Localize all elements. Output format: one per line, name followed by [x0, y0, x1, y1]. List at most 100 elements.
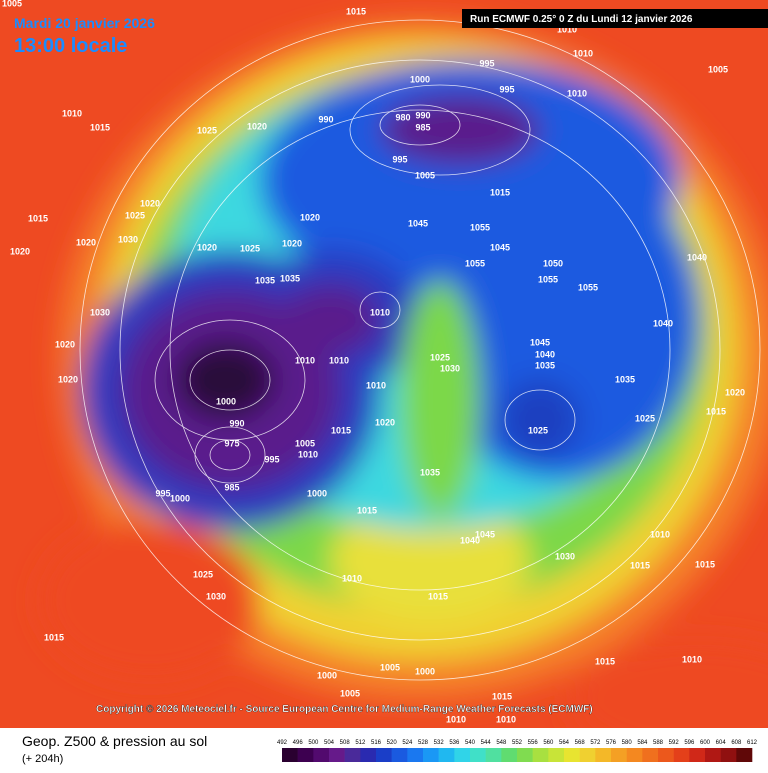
pressure-label: 1015 — [44, 632, 64, 642]
color-swatch — [532, 748, 549, 762]
pressure-label: 1000 — [307, 488, 327, 498]
pressure-label: 990 — [415, 110, 430, 120]
pressure-label: 1030 — [206, 591, 226, 601]
color-swatch — [517, 748, 533, 762]
legend-level: 568 — [575, 740, 586, 746]
pressure-label: 1010 — [295, 355, 315, 365]
pressure-label: 1055 — [578, 282, 598, 292]
legend-level: 528 — [418, 740, 429, 746]
copyright: Copyright © 2026 Meteociel.fr - Source E… — [96, 704, 593, 715]
color-swatch — [344, 748, 361, 762]
color-swatch — [360, 748, 377, 762]
pressure-label: 1000 — [415, 666, 435, 676]
color-swatch — [673, 748, 690, 762]
pressure-label: 1020 — [55, 339, 75, 349]
color-swatch — [329, 748, 345, 762]
color-swatch — [376, 748, 392, 762]
pressure-label: 1010 — [650, 529, 670, 539]
pressure-label: 985 — [224, 482, 239, 492]
pressure-label: 1020 — [725, 387, 745, 397]
legend-level: 560 — [543, 740, 554, 746]
pressure-label: 1015 — [28, 213, 48, 223]
pressure-label: 1025 — [528, 425, 548, 435]
color-swatch — [642, 748, 659, 762]
legend-level: 532 — [434, 740, 445, 746]
pressure-label: 1020 — [197, 242, 217, 252]
legend-level: 508 — [340, 740, 351, 746]
time: 13:00 locale — [14, 35, 127, 57]
pressure-label: 1000 — [170, 493, 190, 503]
pressure-label: 1005 — [708, 64, 728, 74]
pressure-label: 1020 — [58, 374, 78, 384]
color-swatch — [658, 748, 674, 762]
color-swatch — [705, 748, 721, 762]
legend-level: 512 — [355, 740, 366, 746]
pressure-label: 1035 — [420, 467, 440, 477]
legend-level: 596 — [684, 740, 695, 746]
pressure-label: 1015 — [490, 187, 510, 197]
pressure-label: 1015 — [706, 406, 726, 416]
legend-level: 524 — [402, 740, 413, 746]
pressure-label: 990 — [229, 418, 244, 428]
date: Mardi 20 janvier 2026 — [14, 15, 155, 31]
legend-level: 600 — [700, 740, 711, 746]
pressure-label: 1010 — [370, 307, 390, 317]
pressure-label: 1040 — [653, 318, 673, 328]
pressure-label: 1015 — [331, 425, 351, 435]
pressure-label: 1015 — [695, 559, 715, 569]
pressure-label: 1020 — [247, 121, 267, 131]
color-swatch — [313, 748, 330, 762]
pressure-label: 1010 — [567, 88, 587, 98]
lead-time: (+ 204h) — [22, 753, 63, 765]
color-swatch — [282, 748, 298, 762]
pressure-label: 1030 — [90, 307, 110, 317]
color-swatch — [297, 748, 314, 762]
pressure-label: 1015 — [595, 656, 615, 666]
pressure-label: 1045 — [490, 242, 510, 252]
pressure-label: 980 — [395, 112, 410, 122]
pressure-label: 995 — [264, 454, 279, 464]
color-swatch — [438, 748, 455, 762]
pressure-label: 1055 — [538, 274, 558, 284]
pressure-label: 1020 — [282, 238, 302, 248]
pressure-label: 1035 — [280, 273, 300, 283]
legend-level: 588 — [653, 740, 664, 746]
legend-level: 536 — [449, 740, 460, 746]
pressure-label: 1010 — [446, 714, 466, 724]
pressure-label: 1025 — [193, 569, 213, 579]
color-swatch — [470, 748, 486, 762]
pressure-label: 1055 — [470, 222, 490, 232]
pressure-label: 1010 — [573, 48, 593, 58]
pressure-label: 1005 — [295, 438, 315, 448]
pressure-label: 1005 — [380, 662, 400, 672]
pressure-label: 1045 — [408, 218, 428, 228]
pressure-label: 995 — [479, 58, 494, 68]
legend-level: 496 — [293, 740, 304, 746]
pressure-label: 1005 — [340, 688, 360, 698]
pressure-label: 1010 — [682, 654, 702, 664]
pressure-label: 1005 — [415, 170, 435, 180]
pressure-label: 1010 — [62, 108, 82, 118]
pressure-label: 1030 — [555, 551, 575, 561]
pressure-label: 1020 — [140, 198, 160, 208]
pressure-labels: 1005 1015 1010 1010 995 1005 1000 995 1010 1010 10… — [2, 0, 745, 724]
isobars — [79, 19, 761, 681]
pressure-label: 1010 — [557, 24, 577, 34]
pressure-label: 1020 — [76, 237, 96, 247]
color-swatch — [564, 748, 580, 762]
pressure-label: 975 — [224, 438, 239, 448]
legend-level: 572 — [590, 740, 601, 746]
pressure-label: 1020 — [10, 246, 30, 256]
pressure-label: 1025 — [197, 125, 217, 135]
pressure-label: 1035 — [535, 360, 555, 370]
color-swatch — [423, 748, 439, 762]
pressure-label: 1025 — [125, 210, 145, 220]
pressure-label: 995 — [392, 154, 407, 164]
legend-title: Geop. Z500 & pression au sol — [22, 733, 207, 749]
pressure-label: 1030 — [440, 363, 460, 373]
pressure-label: 1010 — [496, 714, 516, 724]
run-info: Run ECMWF 0.25° 0 Z du Lundi 12 janvier … — [470, 14, 693, 25]
pressure-label: 1040 — [535, 349, 555, 359]
